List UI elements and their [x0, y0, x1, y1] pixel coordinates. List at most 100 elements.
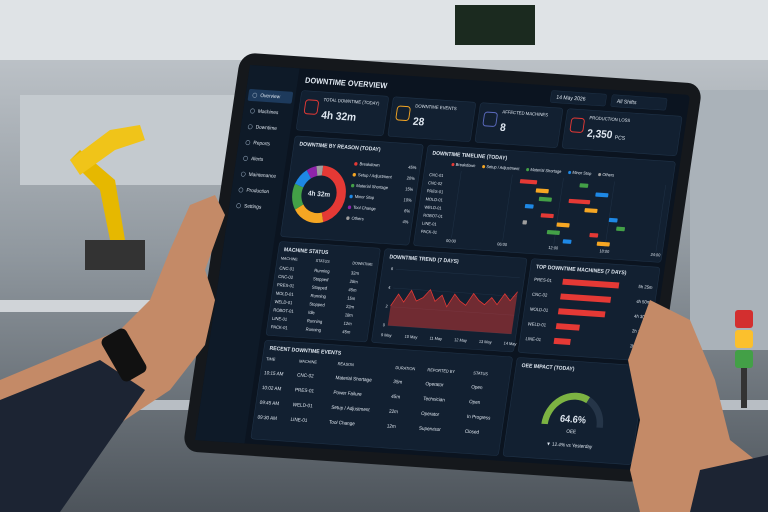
legend-label: Minor Stop [572, 170, 592, 176]
table-cell: 09:30 AM [257, 415, 277, 422]
timeline-segment [608, 217, 618, 223]
x-tick-label: 13 May [479, 339, 492, 345]
x-tick-label: 11 May [429, 335, 442, 341]
nav-item: Alerts [251, 156, 265, 163]
legend-label: Breakdown [455, 162, 476, 169]
column-header: REPORTED BY [427, 367, 456, 374]
row-label: LINE-01 [422, 221, 438, 227]
nav-item: Settings [244, 203, 263, 210]
gauge-value [541, 392, 591, 425]
y-tick-label: MOLD-01 [530, 306, 550, 312]
table-cell: WELD-01 [292, 402, 313, 410]
robot-arm [70, 125, 145, 270]
legend-swatch [351, 183, 355, 188]
panel-title: DOWNTIME TIMELINE (TODAY) [432, 150, 508, 161]
grid-line [604, 181, 615, 249]
kpi-label: AFFECTED MACHINES [502, 109, 548, 117]
kpi-icon [482, 111, 498, 127]
panel-title: DOWNTIME TREND (7 DAYS) [389, 254, 459, 265]
table-cell: PRES-01 [294, 387, 314, 394]
table-cell: 12m [386, 423, 396, 430]
status-cell: Stopped [311, 285, 328, 291]
status-cell: Running [314, 268, 331, 274]
nav-icon [252, 92, 258, 98]
table-cell: Supervisor [418, 426, 441, 434]
grid-line [390, 306, 515, 316]
timeline-segment [540, 213, 554, 219]
column-header: MACHINE [281, 256, 299, 261]
y-tick-label: CNC-02 [532, 292, 548, 298]
x-tick-label: 24:00 [650, 252, 661, 258]
bar [560, 293, 612, 303]
kpi-value: 4h 32m [320, 109, 357, 124]
table-cell: Power Failure [333, 390, 362, 398]
legend-label: Material Shortage [356, 183, 389, 190]
donut-segment [316, 165, 324, 176]
legend-label: Material Shortage [530, 167, 562, 174]
timeline-segment [589, 232, 599, 238]
signal-red [735, 310, 753, 328]
nav-icon [243, 155, 248, 161]
table-cell: MOLD-01 [275, 291, 294, 297]
kpi-card [561, 108, 683, 156]
y-tick-label: 4 [388, 285, 392, 290]
machine-row-right [690, 90, 768, 350]
kpi-label: TOTAL DOWNTIME (TODAY) [323, 97, 380, 106]
row-label: ROBOT-01 [423, 212, 444, 219]
nav-item: Production [246, 188, 270, 196]
y-tick-label: WELD-01 [527, 321, 547, 327]
legend-label: Others [602, 172, 615, 178]
panel-title: MACHINE STATUS [284, 247, 330, 256]
nav-item: Downtime [255, 124, 277, 132]
nav-icon [238, 187, 244, 193]
kpi-label: DOWNTIME EVENTS [415, 103, 457, 111]
legend-swatch [568, 170, 572, 175]
grid-line [395, 269, 520, 278]
timeline-segment [538, 196, 552, 202]
data-label: 20% [406, 175, 415, 181]
table-cell: CNC-01 [279, 265, 295, 271]
data-label: 4% [402, 219, 409, 225]
kpi-icon [395, 105, 411, 121]
kpi-icon [303, 99, 319, 115]
timeline-segment [616, 226, 626, 232]
status-cell: Running [307, 318, 324, 324]
signal-yellow [735, 330, 753, 348]
nav-icon [245, 140, 251, 146]
table-cell: LINE-01 [272, 316, 288, 322]
kpi-value: 8 [499, 121, 507, 134]
date: 14 May 2026 [556, 95, 586, 103]
data-label: 15% [405, 186, 414, 192]
table-cell: 28m [349, 279, 358, 285]
legend-label: Breakdown [359, 161, 380, 168]
column-header: REASON [337, 361, 354, 367]
table-cell: Operator [421, 411, 440, 418]
status-cell: Open [471, 384, 483, 391]
legend-label: Tool Change [353, 205, 377, 212]
grid-line [655, 185, 666, 252]
y-tick-label: PRES-01 [534, 277, 553, 283]
column-header: MACHINE [299, 358, 318, 364]
ceiling [0, 0, 768, 60]
table-cell: WELD-01 [274, 299, 293, 305]
factory-board [455, 5, 535, 45]
x-tick-label: 12:00 [548, 245, 559, 251]
timeline-segment [522, 220, 528, 225]
bar [553, 337, 571, 345]
trend-area [387, 289, 518, 334]
signal-green [735, 350, 753, 368]
legend-swatch [346, 216, 350, 220]
bar [555, 323, 580, 331]
table-cell: LINE-01 [290, 417, 308, 424]
grid-line [387, 325, 512, 335]
table-cell: Material Shortage [335, 375, 372, 384]
grid-line [502, 174, 513, 242]
column-header: DOWNTIME [352, 261, 373, 267]
gauge-value-label: 64.6% [559, 413, 587, 426]
timeline-segment [568, 198, 591, 205]
date-picker [550, 90, 607, 107]
y-tick-label: 0 [383, 322, 387, 327]
data-label: 6% [404, 208, 411, 214]
